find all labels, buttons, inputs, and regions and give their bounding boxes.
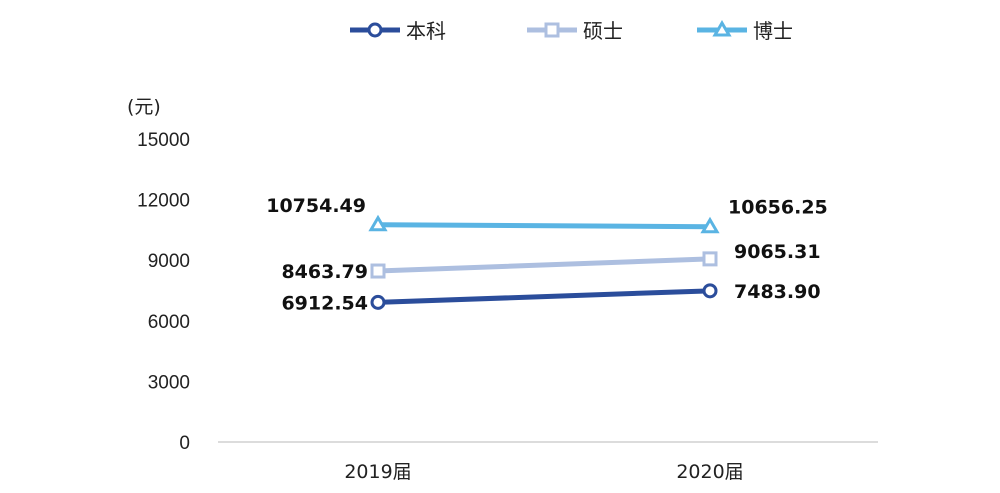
y-axis-unit-label: (元) <box>127 96 161 118</box>
series-2-data-label-0: 10754.49 <box>266 195 366 217</box>
series-line-0 <box>375 288 713 305</box>
series-0-point-0 <box>370 294 386 310</box>
series-0-data-label-0: 6912.54 <box>281 292 368 314</box>
legend-label-0: 本科 <box>406 19 446 43</box>
series-2-point-1 <box>700 216 720 234</box>
series-1-data-label-0: 8463.79 <box>281 261 368 283</box>
series-0-data-label-1: 7483.90 <box>734 281 821 303</box>
y-tick-label-6000: 6000 <box>148 312 190 333</box>
series-line-1 <box>375 256 713 274</box>
legend-label-2: 博士 <box>753 19 793 43</box>
data-labels: 6912.54 7483.90 8463.79 9065.31 10754.49 1065… <box>266 195 828 315</box>
x-axis-ticks: 2019届 2020届 <box>344 461 743 483</box>
y-tick-label-3000: 3000 <box>148 372 190 393</box>
legend-marker-1 <box>544 22 560 38</box>
legend-marker-0 <box>367 22 383 38</box>
series-1-point-1 <box>702 251 718 267</box>
series-2-data-label-1: 10656.25 <box>728 197 828 219</box>
series-0-point-1 <box>702 283 718 299</box>
x-category-label-1: 2020届 <box>676 461 743 483</box>
y-tick-label-0: 0 <box>179 433 190 454</box>
series-line-2 <box>375 222 713 230</box>
legend-marker-2 <box>712 20 732 37</box>
y-axis-ticks: 0 3000 6000 9000 12000 15000 <box>137 130 190 454</box>
y-tick-label-9000: 9000 <box>148 251 190 272</box>
legend-label-1: 硕士 <box>583 19 623 43</box>
series-1-point-0 <box>370 263 386 279</box>
legend: 本科 硕士 博士 <box>350 19 793 43</box>
series-markers <box>368 214 720 310</box>
series-1-data-label-1: 9065.31 <box>734 241 821 263</box>
series-lines <box>375 222 713 305</box>
y-tick-label-15000: 15000 <box>137 130 190 151</box>
series-2-point-0 <box>368 214 388 232</box>
y-tick-label-12000: 12000 <box>137 191 190 212</box>
x-category-label-0: 2019届 <box>344 461 411 483</box>
